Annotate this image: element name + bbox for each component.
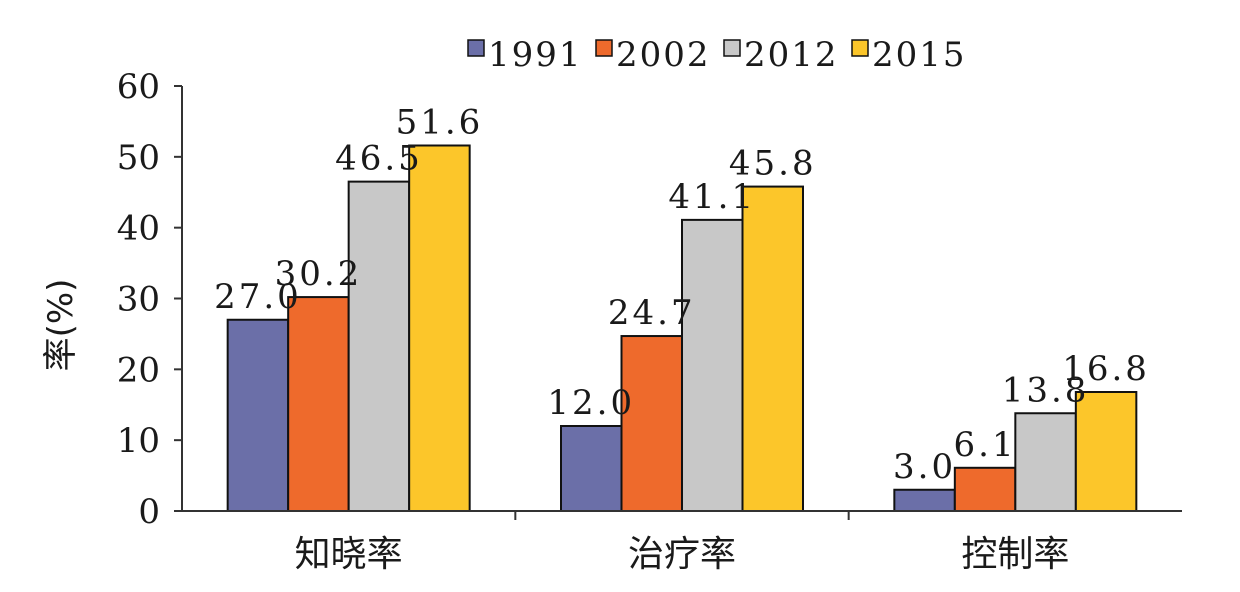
- data-label: 45.8: [729, 144, 817, 184]
- legend-swatch: [467, 39, 485, 57]
- data-label: 16.8: [1062, 349, 1150, 389]
- x-axis: 知晓率 治疗率 控制率: [182, 510, 1182, 575]
- bar-1991-2: [893, 488, 956, 512]
- bar-2015-0: [408, 144, 471, 512]
- y-axis-label: 率(%): [41, 279, 81, 372]
- legend-label: 2015: [872, 35, 967, 75]
- legend-label: 2002: [616, 35, 711, 75]
- data-label: 27.0: [214, 277, 302, 317]
- legend-label: 2012: [744, 35, 839, 75]
- bar-2012-2: [1014, 412, 1077, 512]
- bar-2002-2: [953, 466, 1017, 512]
- data-label: 30.2: [275, 254, 363, 294]
- data-label: 51.6: [396, 103, 484, 143]
- legend: 1991 2002 2012 2015: [467, 35, 967, 75]
- y-tick-label: 40: [117, 209, 160, 249]
- data-label: 46.5: [335, 139, 423, 179]
- legend-swatch: [723, 39, 741, 57]
- x-category-label: 控制率: [961, 534, 1069, 575]
- y-tick-label: 60: [117, 67, 160, 107]
- data-label: 13.8: [1002, 370, 1090, 410]
- legend-swatch: [595, 39, 613, 57]
- y-tick-label: 10: [117, 421, 160, 461]
- bar-2015-1: [741, 185, 804, 512]
- x-category-label: 知晓率: [295, 534, 403, 575]
- legend-label: 1991: [488, 35, 583, 75]
- data-label: 41.1: [668, 177, 756, 217]
- y-tick-label: 0: [138, 492, 160, 532]
- legend-swatch: [851, 39, 869, 57]
- data-label: 24.7: [608, 293, 696, 333]
- bars: [226, 144, 1138, 513]
- y-tick-label: 30: [117, 280, 160, 320]
- bar-2015-2: [1074, 391, 1138, 512]
- y-tick-label: 20: [117, 350, 160, 390]
- x-category-label: 治疗率: [628, 534, 736, 575]
- y-axis: 0 10 20 30 40 50 60: [117, 67, 183, 532]
- data-label: 12.0: [547, 383, 635, 423]
- y-tick-label: 50: [117, 138, 160, 178]
- bar-2012-0: [347, 180, 411, 512]
- bar-1991-0: [226, 318, 290, 512]
- data-label: 3.0: [893, 447, 956, 487]
- bar-2012-1: [681, 218, 744, 512]
- data-labels: 27.030.2 46.551.6 12.0 24.7 41.145.8 3.06.1 13…: [214, 103, 1150, 487]
- data-label: 6.1: [954, 425, 1017, 465]
- bar-2002-1: [620, 335, 683, 512]
- bar-1991-1: [560, 425, 623, 512]
- bar-2002-0: [287, 296, 350, 513]
